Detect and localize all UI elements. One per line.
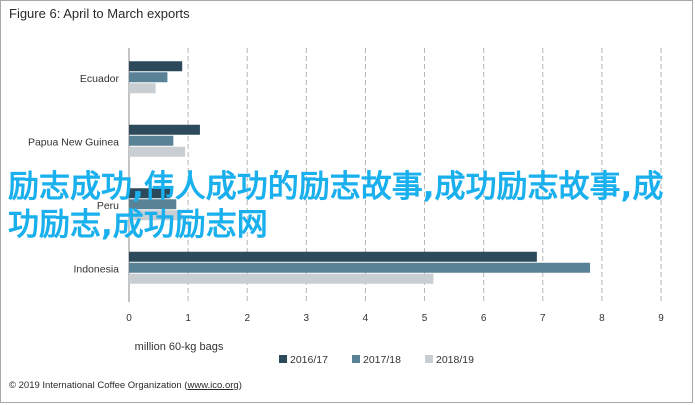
x-tick-label: 5	[422, 313, 428, 324]
legend-swatch	[352, 355, 360, 363]
footer-prefix: © 2019 International Coffee Organization…	[9, 380, 188, 391]
x-tick-label: 3	[304, 313, 310, 324]
bar	[129, 251, 537, 262]
bar	[129, 262, 591, 273]
footer-suffix: )	[238, 380, 242, 391]
bar	[129, 83, 156, 94]
x-axis-label: million 60-kg bags	[135, 341, 224, 353]
x-tick-label: 6	[481, 313, 487, 324]
bar	[129, 273, 434, 284]
bar	[129, 61, 183, 72]
footer-link[interactable]: www.ico.org	[187, 380, 239, 391]
x-tick-label: 7	[540, 313, 546, 324]
bar	[129, 124, 200, 135]
bar	[129, 72, 168, 83]
bar	[129, 199, 177, 210]
legend-label: 2016/17	[290, 354, 328, 366]
x-tick-label: 9	[658, 313, 664, 324]
category-label: Papua New Guinea	[28, 136, 119, 148]
overlay-watermark-text: 励志成功,伟人成功的励志故事,成功励志故事,成功励志,成功励志网	[8, 169, 664, 243]
legend-swatch	[279, 355, 287, 363]
legend-swatch	[425, 355, 433, 363]
category-label: Peru	[97, 200, 119, 212]
bar	[129, 146, 186, 157]
legend-label: 2018/19	[436, 354, 474, 366]
bar	[129, 135, 174, 146]
x-tick-label: 8	[599, 313, 605, 324]
x-tick-label: 4	[363, 313, 369, 324]
x-tick-label: 1	[185, 313, 191, 324]
x-tick-label: 0	[126, 313, 132, 324]
x-tick-label: 2	[244, 313, 250, 324]
bar	[129, 210, 183, 221]
copyright-footer: © 2019 International Coffee Organization…	[9, 380, 242, 391]
chart-title: Figure 6: April to March exports	[9, 6, 190, 21]
category-label: Indonesia	[73, 263, 119, 275]
bar	[129, 188, 171, 199]
category-label: Ecuador	[80, 73, 120, 85]
legend-label: 2017/18	[363, 354, 401, 366]
